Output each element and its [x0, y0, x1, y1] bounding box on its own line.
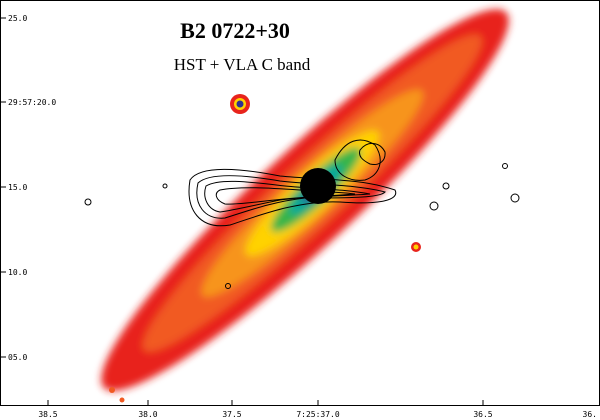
- y-tick-label: 15.0: [8, 183, 27, 192]
- title: B2 0722+30: [180, 18, 290, 43]
- x-tick-label: 37.5: [222, 410, 241, 419]
- y-tick-label: 10.0: [8, 268, 27, 277]
- radio-contours: [84, 139, 520, 289]
- y-tick-label: 29:57:20.0: [8, 98, 56, 107]
- tick-marks: [0, 17, 484, 406]
- subtitle: HST + VLA C band: [174, 55, 311, 74]
- y-axis-labels: 25.0 29:57:20.0 15.0 10.0 05.0: [8, 14, 56, 362]
- x-tick-label: 38.0: [138, 410, 157, 419]
- compact-sources: [109, 94, 421, 403]
- x-tick-label: 36.: [583, 410, 597, 419]
- y-tick-label: 05.0: [8, 353, 27, 362]
- x-axis-labels: 38.5 38.0 37.5 7:25:37.0 36.5 36.: [38, 410, 597, 419]
- x-tick-label: 38.5: [38, 410, 57, 419]
- x-tick-label: 7:25:37.0: [296, 410, 340, 419]
- y-tick-label: 25.0: [8, 14, 27, 23]
- x-tick-label: 36.5: [473, 410, 492, 419]
- radio-core: [300, 168, 336, 204]
